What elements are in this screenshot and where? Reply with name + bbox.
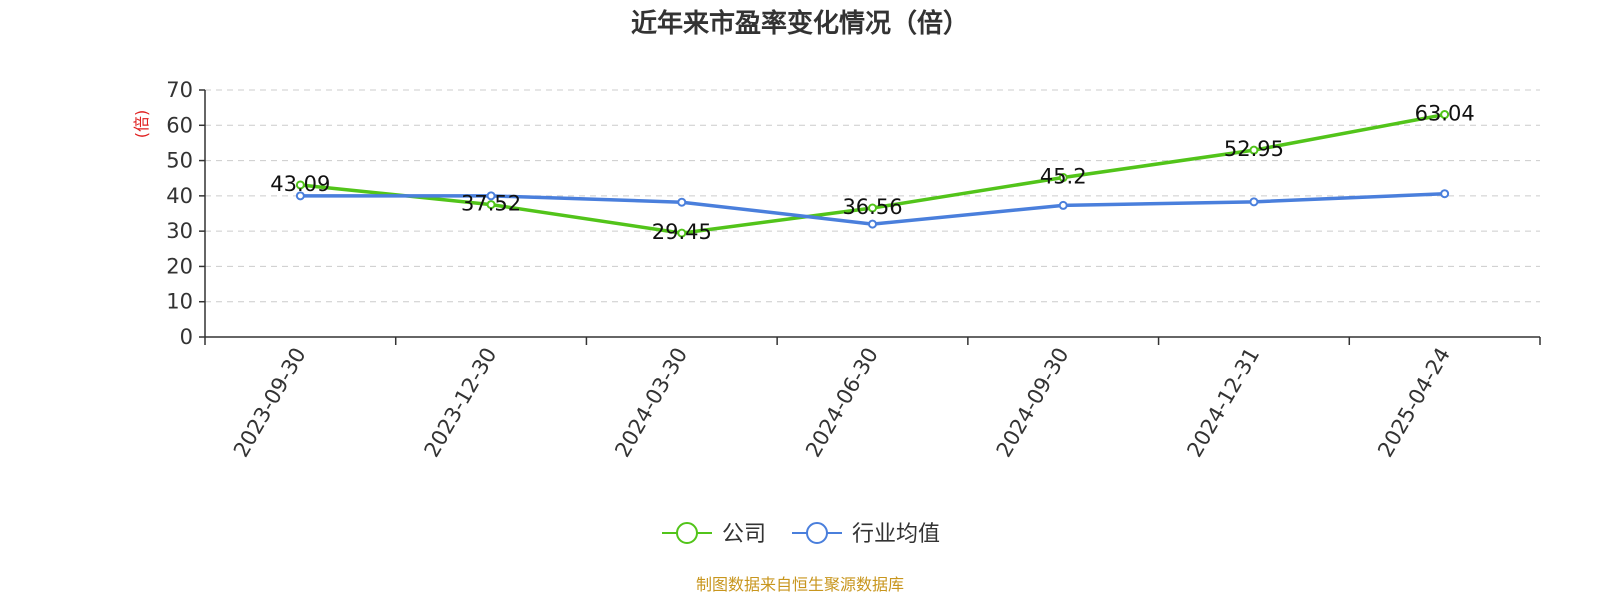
x-tick-label: 2023-09-30	[229, 344, 311, 462]
data-point[interactable]	[295, 180, 305, 190]
x-tick-label: 2024-06-30	[801, 344, 883, 462]
x-axis-ticks: 2023-09-30 2023-12-30 2024-03-30 2024-06-30…	[204, 337, 1541, 462]
y-axis-ticks: 0 10 20 30 40 50 60 70	[166, 78, 205, 349]
y-tick-label: 50	[166, 149, 193, 173]
data-point[interactable]	[677, 228, 687, 238]
x-tick-label: 2023-12-30	[420, 343, 502, 461]
y-tick-label: 10	[166, 290, 193, 314]
data-point[interactable]	[1058, 200, 1068, 210]
data-label: 45.2	[1040, 165, 1087, 189]
legend-label: 公司	[722, 522, 766, 547]
x-tick-label: 2025-04-24	[1373, 344, 1455, 462]
legend-label: 行业均值	[852, 522, 940, 547]
y-axis-label: (倍)	[132, 110, 151, 139]
data-point[interactable]	[486, 200, 496, 210]
data-point[interactable]	[1249, 145, 1259, 155]
y-tick-label: 30	[166, 219, 193, 243]
data-label: 52.95	[1224, 137, 1284, 161]
data-point[interactable]	[1249, 197, 1259, 207]
legend-marker-icon	[806, 522, 828, 544]
data-label: 63.04	[1415, 102, 1475, 126]
data-point[interactable]	[1440, 110, 1450, 120]
legend-item-1[interactable]: 行业均值	[792, 522, 940, 547]
data-labels: 43.09 37.52 29.45 36.56 45.2 52.95 63.04	[270, 102, 1474, 245]
data-label: 29.45	[652, 220, 712, 244]
data-point[interactable]	[1058, 173, 1068, 183]
series-lines	[295, 110, 1450, 238]
y-tick-label: 20	[166, 254, 193, 278]
data-point[interactable]	[486, 191, 496, 201]
data-label: 43.09	[270, 172, 330, 196]
data-label: 36.56	[842, 195, 902, 219]
data-point[interactable]	[868, 203, 877, 213]
y-tick-label: 0	[180, 325, 193, 349]
x-tick-label: 2024-09-30	[992, 344, 1074, 462]
y-tick-label: 70	[166, 78, 193, 102]
x-tick-label: 2024-12-31	[1182, 344, 1264, 462]
legend[interactable]: 公司 行业均值	[662, 522, 940, 547]
y-tick-label: 40	[166, 184, 193, 208]
data-point[interactable]	[868, 219, 877, 229]
x-tick-label: 2024-03-30	[610, 344, 692, 462]
data-point[interactable]	[295, 191, 305, 201]
legend-marker-icon	[676, 522, 698, 544]
chart-title: 近年来市盈率变化情况（倍）	[631, 8, 969, 39]
data-source-note: 制图数据来自恒生聚源数据库	[696, 575, 904, 594]
y-tick-label: 60	[166, 113, 193, 137]
axes	[204, 90, 1540, 338]
data-point[interactable]	[1440, 189, 1450, 199]
data-label: 37.52	[461, 192, 521, 216]
legend-item-0[interactable]: 公司	[662, 522, 766, 547]
data-point[interactable]	[677, 197, 687, 207]
